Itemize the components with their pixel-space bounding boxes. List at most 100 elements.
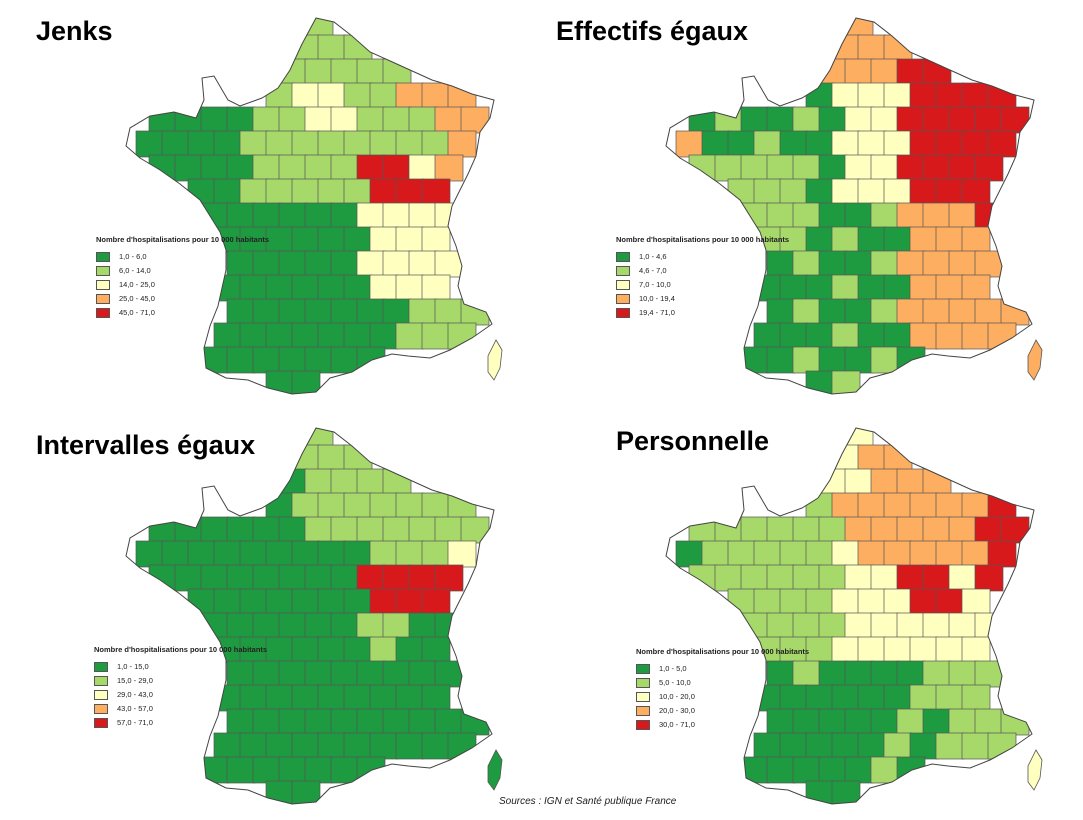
departement [291, 684, 321, 712]
departement [356, 660, 386, 688]
departement [304, 250, 334, 278]
departement [382, 660, 412, 688]
departement [857, 226, 887, 254]
departements [135, 18, 490, 394]
map-legend: Nombre d'hospitalisations pour 10 000 ha… [94, 645, 267, 730]
departement [792, 250, 822, 278]
departement [135, 130, 165, 158]
legend-swatch [616, 293, 630, 304]
departement [805, 130, 835, 158]
departement [252, 106, 282, 134]
legend-item: 1,0 - 6,0 [96, 250, 269, 264]
departement [870, 202, 900, 230]
departement [213, 130, 243, 158]
departements [135, 428, 490, 804]
departement [844, 154, 874, 182]
departement [766, 564, 796, 592]
departement [369, 82, 399, 110]
departement [226, 346, 256, 374]
departement [961, 226, 991, 254]
departement [805, 274, 835, 302]
departement [226, 154, 256, 182]
departement [421, 684, 451, 712]
departement [330, 250, 360, 278]
departement [447, 732, 477, 760]
departement [909, 732, 939, 760]
departement [460, 516, 490, 544]
departement [805, 322, 835, 350]
departement [408, 660, 438, 688]
departement [948, 564, 978, 592]
legend-title: Nombre d'hospitalisations pour 10 000 ha… [636, 647, 810, 656]
departement [356, 154, 386, 182]
departement [935, 226, 965, 254]
departement [304, 428, 334, 448]
departement [948, 154, 978, 182]
departement [831, 322, 861, 350]
departement [792, 346, 822, 374]
departement [434, 708, 464, 736]
departement [200, 564, 230, 592]
departement [434, 516, 464, 544]
departement [330, 106, 360, 134]
departement [935, 636, 965, 664]
departement [792, 756, 822, 784]
departement [304, 298, 334, 326]
departement [382, 564, 412, 592]
departement [356, 708, 386, 736]
departement [304, 516, 334, 544]
departement [421, 82, 451, 110]
legend-swatch [636, 663, 650, 674]
departement [675, 130, 705, 158]
departement [727, 178, 757, 206]
departement [343, 274, 373, 302]
legend-label: 1,0 - 6,0 [119, 251, 147, 261]
departement [265, 226, 295, 254]
departement [844, 58, 874, 86]
legend-item: 7,0 - 10,0 [616, 278, 789, 292]
departement [948, 202, 978, 230]
departement [395, 588, 425, 616]
departement [883, 82, 913, 110]
legend-swatch [94, 717, 108, 728]
departement [200, 106, 230, 134]
departement [395, 636, 425, 664]
departement [857, 636, 887, 664]
departement [844, 202, 874, 230]
departement [792, 612, 822, 640]
departement [421, 540, 451, 568]
departement [395, 732, 425, 760]
departement [857, 82, 887, 110]
departement [304, 756, 334, 784]
departement [883, 274, 913, 302]
departement [343, 34, 373, 62]
legend-item: 14,0 - 25,0 [96, 278, 269, 292]
legend-label: 43,0 - 57,0 [117, 703, 153, 713]
departement [844, 660, 874, 688]
departement [896, 564, 926, 592]
departement [675, 540, 705, 568]
departement [317, 274, 347, 302]
departement [265, 492, 295, 520]
departement [883, 130, 913, 158]
departement [330, 202, 360, 230]
departement [935, 178, 965, 206]
departement [896, 756, 926, 784]
legend-item: 45,0 - 71,0 [96, 306, 269, 320]
departement [239, 540, 269, 568]
departement [935, 322, 965, 350]
departement [304, 708, 334, 736]
legend-label: 25,0 - 45,0 [119, 293, 155, 303]
france-map [665, 17, 1043, 395]
departement [987, 540, 1017, 568]
departement [278, 106, 308, 134]
departement [291, 274, 321, 302]
departement [291, 82, 321, 110]
departement [408, 564, 438, 592]
departement [304, 106, 334, 134]
departement [447, 540, 477, 568]
legend-item: 19,4 - 71,0 [616, 306, 789, 320]
france-map [125, 427, 503, 805]
departement [369, 322, 399, 350]
legend-swatch [94, 661, 108, 672]
